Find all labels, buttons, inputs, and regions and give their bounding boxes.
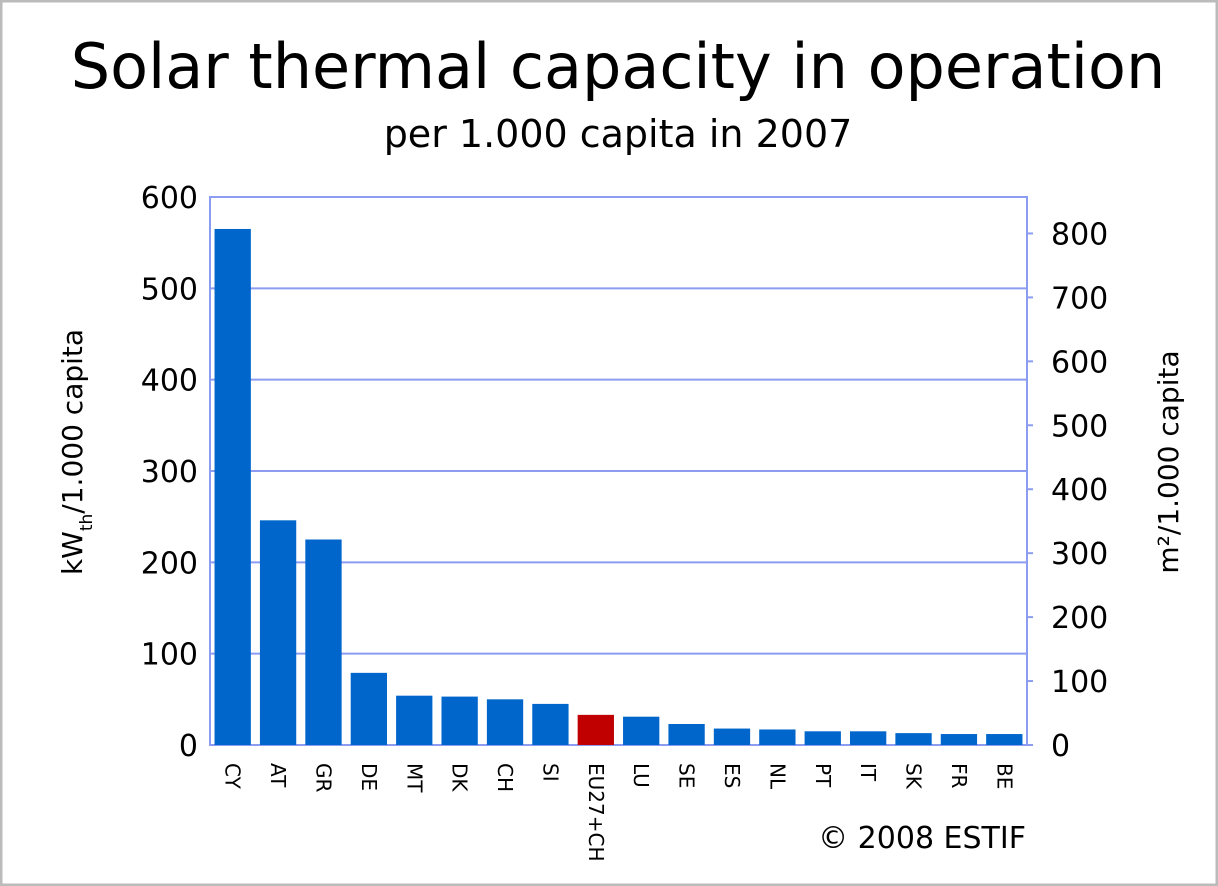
x-tick-label: CY [221,763,245,790]
x-tick-label: AT [266,763,290,788]
y2-tick-label: 800 [1051,217,1108,252]
bar [486,699,524,745]
bar [532,703,569,745]
y2-tick-label: 300 [1051,537,1108,572]
x-tick-label: FR [947,763,971,789]
y-tick-label: 200 [141,546,198,581]
bar [577,714,614,745]
y2-tick-label: 700 [1051,281,1108,316]
bar [849,731,887,745]
y2-tick-label: 200 [1051,601,1108,636]
x-tick-label: SK [902,763,926,790]
x-tick-label: PT [811,763,835,788]
bar [895,733,932,745]
y2-tick-label: 400 [1051,473,1108,508]
y-tick-label: 600 [141,181,198,216]
x-tick-label: SI [538,763,562,782]
bar [713,728,751,745]
x-tick-label: NL [765,763,789,790]
bar [259,520,297,745]
bar [759,729,796,745]
x-tick-label: DK [448,763,472,792]
x-tick-label: BE [992,763,1016,789]
bar [804,731,841,745]
x-tick-label: MT [402,763,426,793]
y-tick-label: 0 [179,729,198,764]
y-tick-label: 400 [141,364,198,399]
bar [305,539,342,745]
bar [986,734,1023,745]
x-tick-label: GR [311,763,335,792]
bar [396,695,433,745]
y-tick-label: 300 [141,455,198,490]
chart-title: Solar thermal capacity in operation [71,30,1166,103]
bar [214,228,251,745]
bar [623,716,660,745]
x-tick-label: SE [675,763,699,788]
chart-subtitle: per 1.000 capita in 2007 [384,112,853,156]
x-tick-label: EU27+CH [584,763,608,862]
x-tick-label: ES [720,763,744,788]
bar [940,734,978,745]
y-axis-label: kWth/1.000 capita [56,329,97,575]
bar [668,723,705,745]
y2-axis-label: m²/1.000 capita [1152,350,1185,573]
bar [441,696,478,745]
bar [350,672,388,745]
credit: © 2008 ESTIF [818,821,1026,856]
y2-tick-label: 600 [1051,345,1108,380]
y-tick-label: 500 [141,272,198,307]
x-tick-label: CH [493,763,517,792]
x-tick-label: IT [856,763,880,782]
y2-tick-label: 0 [1051,729,1070,764]
x-tick-label: LU [629,763,653,788]
x-tick-label: DE [357,763,381,791]
y-tick-label: 100 [141,638,198,673]
y2-tick-label: 100 [1051,665,1108,700]
y2-tick-label: 500 [1051,409,1108,444]
